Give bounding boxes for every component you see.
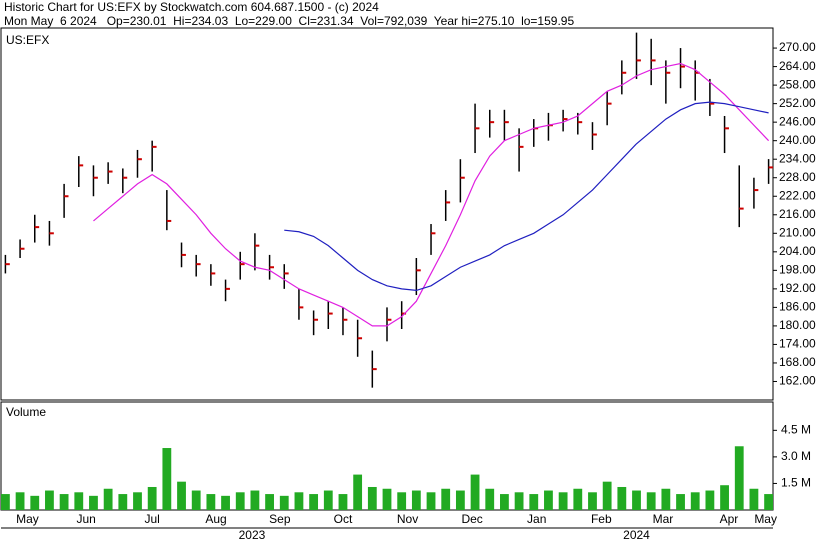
volume-bar <box>309 494 319 510</box>
y-tick-label: 198.00 <box>779 263 816 277</box>
volume-bar <box>646 492 656 510</box>
y-tick-label: 210.00 <box>779 225 816 239</box>
volume-bar <box>177 481 186 510</box>
volume-tick-label: 1.5 M <box>781 476 811 490</box>
volume-bar <box>250 490 260 510</box>
volume-bar <box>617 486 627 510</box>
year-label: 2023 <box>239 528 266 542</box>
y-tick-label: 270.00 <box>779 40 816 54</box>
x-tick-label: May <box>754 512 777 526</box>
y-tick-label: 252.00 <box>779 96 816 110</box>
x-tick-label: May <box>16 512 39 526</box>
volume-tick-label: 4.5 M <box>781 422 811 436</box>
chart-title: Historic Chart for US:EFX by Stockwatch.… <box>4 0 379 14</box>
volume-bar <box>0 494 10 510</box>
y-tick-label: 234.00 <box>779 151 816 165</box>
volume-bar <box>133 492 142 510</box>
moving-average <box>284 101 769 292</box>
volume-bar <box>265 494 274 510</box>
x-tick-label: Dec <box>461 512 482 526</box>
volume-bar <box>191 490 201 510</box>
volume-bar <box>734 446 744 510</box>
volume-bar <box>367 486 377 510</box>
price-panel <box>0 27 774 401</box>
y-tick-label: 204.00 <box>779 244 816 258</box>
symbol-label: US:EFX <box>6 33 49 47</box>
x-tick-label: Oct <box>334 512 353 526</box>
moving-average <box>93 62 770 327</box>
volume-bar <box>558 492 568 510</box>
y-tick-label: 222.00 <box>779 188 816 202</box>
volume-label: Volume <box>6 405 46 419</box>
x-tick-label: Apr <box>720 512 739 526</box>
volume-bar <box>411 490 421 510</box>
volume-bar <box>353 474 363 510</box>
volume-bar <box>15 492 25 510</box>
y-tick-label: 240.00 <box>779 133 816 147</box>
volume-bar <box>441 488 451 510</box>
volume-bar <box>720 485 729 510</box>
volume-bar <box>588 492 597 510</box>
chart-subtitle: Mon May 6 2024 Op=230.01 Hi=234.03 Lo=22… <box>4 14 574 28</box>
volume-bar <box>59 494 69 510</box>
volume-bar <box>749 488 759 510</box>
volume-bar <box>323 490 333 510</box>
volume-bar <box>74 492 84 510</box>
y-tick-label: 168.00 <box>779 355 816 369</box>
x-tick-label: Aug <box>205 512 226 526</box>
volume-bar <box>30 495 40 510</box>
volume-bar <box>602 481 612 510</box>
volume-bar <box>338 494 348 510</box>
volume-bar <box>397 492 407 510</box>
volume-bar <box>514 492 524 510</box>
year-label: 2024 <box>623 528 650 542</box>
volume-bar <box>279 495 289 510</box>
volume-bar <box>426 492 436 510</box>
volume-bar <box>221 495 230 510</box>
x-tick-label: Mar <box>653 512 674 526</box>
y-tick-label: 192.00 <box>779 281 816 295</box>
x-tick-label: Jan <box>527 512 546 526</box>
volume-bar <box>162 448 172 510</box>
volume-bar <box>455 490 465 510</box>
volume-bar <box>676 494 685 510</box>
y-tick-label: 216.00 <box>779 207 816 221</box>
volume-bar <box>544 490 553 510</box>
y-tick-label: 174.00 <box>779 337 816 351</box>
volume-bar <box>118 494 128 510</box>
y-tick-label: 186.00 <box>779 300 816 314</box>
y-tick-label: 246.00 <box>779 114 816 128</box>
volume-tick-label: 3.0 M <box>781 449 811 463</box>
volume-bar <box>45 490 54 510</box>
volume-bar <box>529 494 539 510</box>
volume-bar <box>103 488 113 510</box>
volume-bar <box>382 488 392 510</box>
x-tick-label: Feb <box>591 512 612 526</box>
x-tick-label: Jun <box>76 512 95 526</box>
volume-bar <box>573 488 583 510</box>
volume-bar <box>206 494 216 510</box>
volume-bar <box>690 492 700 510</box>
x-tick-label: Jul <box>144 512 159 526</box>
y-tick-label: 162.00 <box>779 374 816 388</box>
volume-bar <box>500 494 509 510</box>
x-tick-label: Nov <box>397 512 418 526</box>
volume-bar <box>705 490 715 510</box>
x-tick-label: Sep <box>269 512 291 526</box>
volume-bar <box>294 492 304 510</box>
y-tick-label: 228.00 <box>779 170 816 184</box>
y-tick-label: 264.00 <box>779 59 816 73</box>
volume-bar <box>661 488 671 510</box>
volume-bar <box>764 494 773 510</box>
volume-bar <box>147 486 157 510</box>
volume-bar <box>470 474 480 510</box>
volume-bar <box>89 495 98 510</box>
y-tick-label: 258.00 <box>779 77 816 91</box>
volume-bar <box>632 490 641 510</box>
y-tick-label: 180.00 <box>779 318 816 332</box>
volume-bar <box>485 488 495 510</box>
volume-bar <box>235 492 245 510</box>
